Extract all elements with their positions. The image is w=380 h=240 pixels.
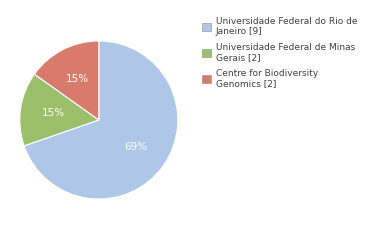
Wedge shape <box>24 41 178 199</box>
Legend: Universidade Federal do Rio de
Janeiro [9], Universidade Federal de Minas
Gerais: Universidade Federal do Rio de Janeiro [… <box>202 17 357 88</box>
Wedge shape <box>20 74 99 146</box>
Text: 69%: 69% <box>125 142 148 152</box>
Text: 15%: 15% <box>66 74 89 84</box>
Text: 15%: 15% <box>42 108 65 119</box>
Wedge shape <box>35 41 99 120</box>
